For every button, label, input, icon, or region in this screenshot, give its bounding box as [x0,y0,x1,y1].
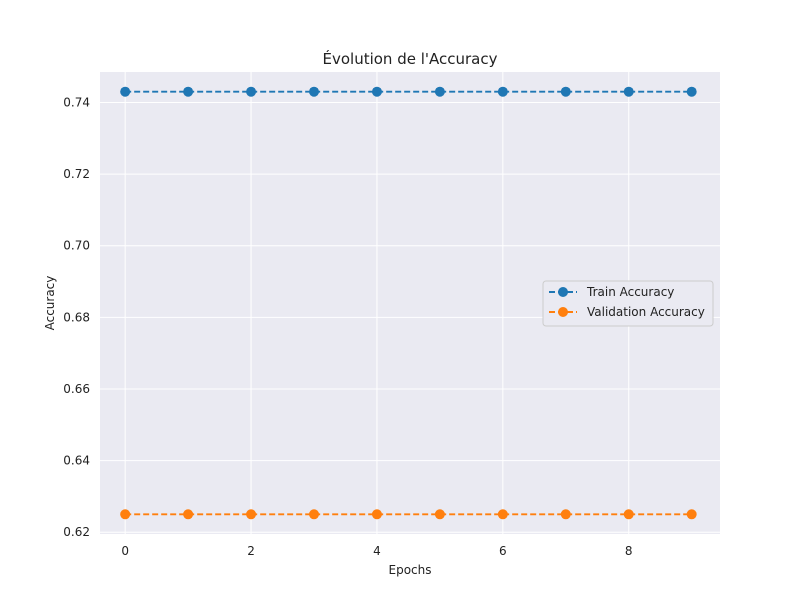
y-tick-label: 0.66 [63,382,90,396]
y-tick-label: 0.64 [63,454,90,468]
data-point-1 [686,509,697,520]
x-axis-label: Epochs [389,563,432,577]
x-tick-label: 8 [625,544,633,558]
data-point-0 [120,86,131,97]
y-tick-label: 0.70 [63,239,90,253]
x-tick-label: 2 [247,544,255,558]
data-point-1 [560,509,571,520]
data-point-0 [686,86,697,97]
data-point-1 [183,509,194,520]
data-point-1 [120,509,131,520]
y-tick-label: 0.68 [63,310,90,324]
data-point-1 [246,509,257,520]
data-point-0 [246,86,257,97]
data-point-0 [183,86,194,97]
chart-title: Évolution de l'Accuracy [323,49,498,68]
data-point-0 [497,86,508,97]
grid [100,72,720,534]
y-tick-label: 0.74 [63,95,90,109]
legend-marker-train [558,287,568,297]
data-point-1 [371,509,382,520]
series-group [120,86,697,520]
data-point-1 [497,509,508,520]
data-point-0 [560,86,571,97]
x-tick-label: 4 [373,544,381,558]
y-tick-label: 0.72 [63,167,90,181]
axis-ticks: 0 2 4 6 8 0.62 0.64 0.66 0.68 0.70 0.72 0.74 [63,95,632,558]
data-point-0 [623,86,634,97]
x-tick-label: 6 [499,544,507,558]
data-point-1 [434,509,445,520]
y-axis-label: Accuracy [43,276,57,331]
data-point-0 [371,86,382,97]
y-tick-label: 0.62 [63,525,90,539]
data-point-0 [434,86,445,97]
legend-label-validation: Validation Accuracy [587,305,705,319]
legend: Train Accuracy Validation Accuracy [542,280,714,327]
legend-marker-validation [558,307,568,317]
data-point-1 [623,509,634,520]
x-tick-label: 0 [121,544,129,558]
legend-box [542,280,714,327]
legend-label-train: Train Accuracy [586,285,674,299]
data-point-0 [309,86,320,97]
data-point-1 [309,509,320,520]
